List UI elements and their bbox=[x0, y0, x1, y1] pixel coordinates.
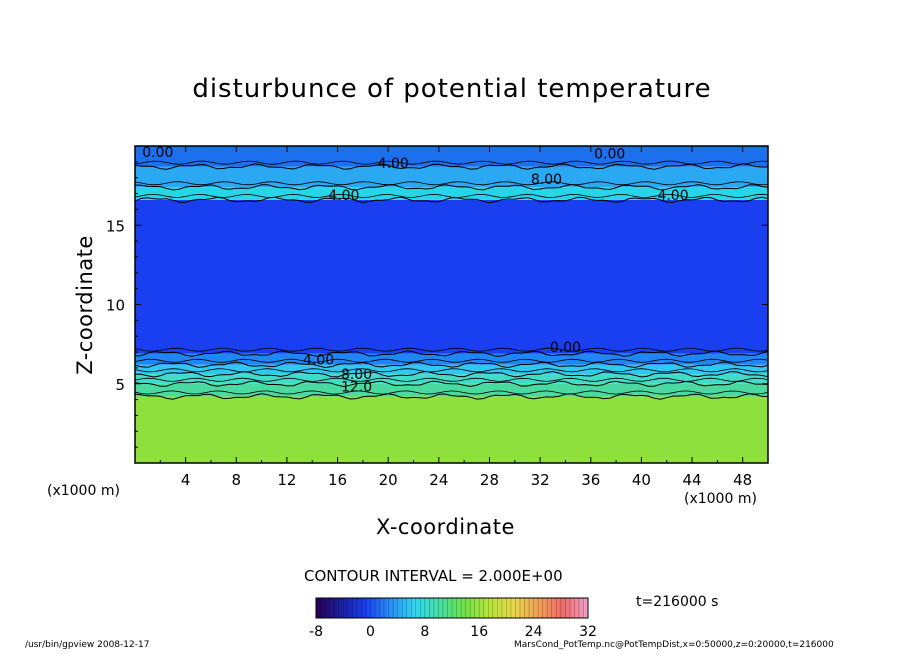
x-axis-label: X-coordinate bbox=[376, 515, 515, 539]
contour-label-0: 0.00 bbox=[142, 145, 173, 161]
contour-label-4: 4.00 bbox=[328, 188, 359, 204]
colorbar-tick-5: 32 bbox=[579, 624, 597, 640]
colorbar-tick-2: 8 bbox=[420, 624, 429, 640]
contour-line-7-b bbox=[135, 181, 768, 186]
contour-label-6: 4.00 bbox=[303, 353, 334, 369]
contour-line-5-b bbox=[135, 347, 768, 352]
footer-left: /usr/bin/gpview 2008-12-17 bbox=[25, 640, 150, 650]
contour-label-2: 8.00 bbox=[531, 172, 562, 188]
band-6 bbox=[135, 187, 768, 200]
contour-label-8: 12.0 bbox=[341, 380, 372, 396]
contour-line-4 bbox=[135, 361, 768, 369]
x-tick-label-7: 32 bbox=[531, 471, 550, 489]
contour-line-3 bbox=[135, 370, 768, 378]
contour-line-8-b bbox=[135, 160, 768, 165]
contour-line-2 bbox=[135, 380, 768, 388]
chart-title: disturbunce of potential temperature bbox=[192, 74, 712, 104]
band-3 bbox=[135, 364, 768, 375]
contour-line-5 bbox=[135, 350, 768, 357]
band-2 bbox=[135, 374, 768, 384]
x-tick-label-6: 28 bbox=[480, 471, 499, 489]
contour-label-5: 4.00 bbox=[657, 188, 688, 204]
contour-line-7 bbox=[135, 183, 768, 191]
contour-label-7: 8.00 bbox=[341, 367, 372, 383]
contour-line-1-b bbox=[135, 390, 768, 395]
contour-line-2-b bbox=[135, 377, 768, 382]
band-4 bbox=[135, 353, 768, 365]
contour-line-6-b bbox=[135, 193, 768, 198]
band-1 bbox=[135, 383, 768, 397]
y-tick-label-1: 10 bbox=[106, 297, 125, 315]
contour-line-1 bbox=[135, 393, 768, 400]
contour-line-8 bbox=[135, 163, 768, 170]
x-tick-label-3: 16 bbox=[328, 471, 347, 489]
footer-right: MarsCond_PotTemp.nc@PotTempDist,x=0:5000… bbox=[514, 640, 834, 650]
x-tick-label-1: 8 bbox=[232, 471, 242, 489]
y-tick-label-0: 5 bbox=[115, 376, 125, 394]
contour-interval: CONTOUR INTERVAL = 2.000E+00 bbox=[304, 567, 563, 585]
x-tick-label-0: 4 bbox=[181, 471, 191, 489]
x-unit-left: (x1000 m) bbox=[47, 483, 120, 499]
contour-line-6 bbox=[135, 196, 768, 204]
colorbar-tick-4: 24 bbox=[525, 624, 543, 640]
y-tick-label-2: 15 bbox=[106, 217, 125, 235]
contour-line-4-b bbox=[135, 358, 768, 363]
band-5 bbox=[135, 199, 768, 354]
colorbar bbox=[315, 597, 589, 619]
x-tick-label-9: 40 bbox=[632, 471, 651, 489]
x-tick-label-8: 36 bbox=[581, 471, 600, 489]
x-tick-label-2: 12 bbox=[277, 471, 296, 489]
x-tick-label-11: 48 bbox=[733, 471, 752, 489]
contour-label-1: 4.00 bbox=[378, 156, 409, 172]
x-tick-label-10: 44 bbox=[682, 471, 701, 489]
contour-label-9: 0.00 bbox=[550, 340, 581, 356]
time-label: t=216000 s bbox=[636, 594, 719, 610]
x-unit-right: (x1000 m) bbox=[684, 491, 757, 507]
contour-line-3-b bbox=[135, 368, 768, 373]
x-tick-label-5: 24 bbox=[429, 471, 448, 489]
x-tick-label-4: 20 bbox=[379, 471, 398, 489]
colorbar-tick-3: 16 bbox=[470, 624, 488, 640]
y-axis-label: Z-coordinate bbox=[73, 235, 97, 375]
contour-label-3: 0.00 bbox=[594, 147, 625, 163]
band-7 bbox=[135, 166, 768, 188]
colorbar-tick-1: 0 bbox=[366, 624, 375, 640]
band-0 bbox=[135, 396, 768, 463]
colorbar-tick-0: -8 bbox=[309, 624, 323, 640]
